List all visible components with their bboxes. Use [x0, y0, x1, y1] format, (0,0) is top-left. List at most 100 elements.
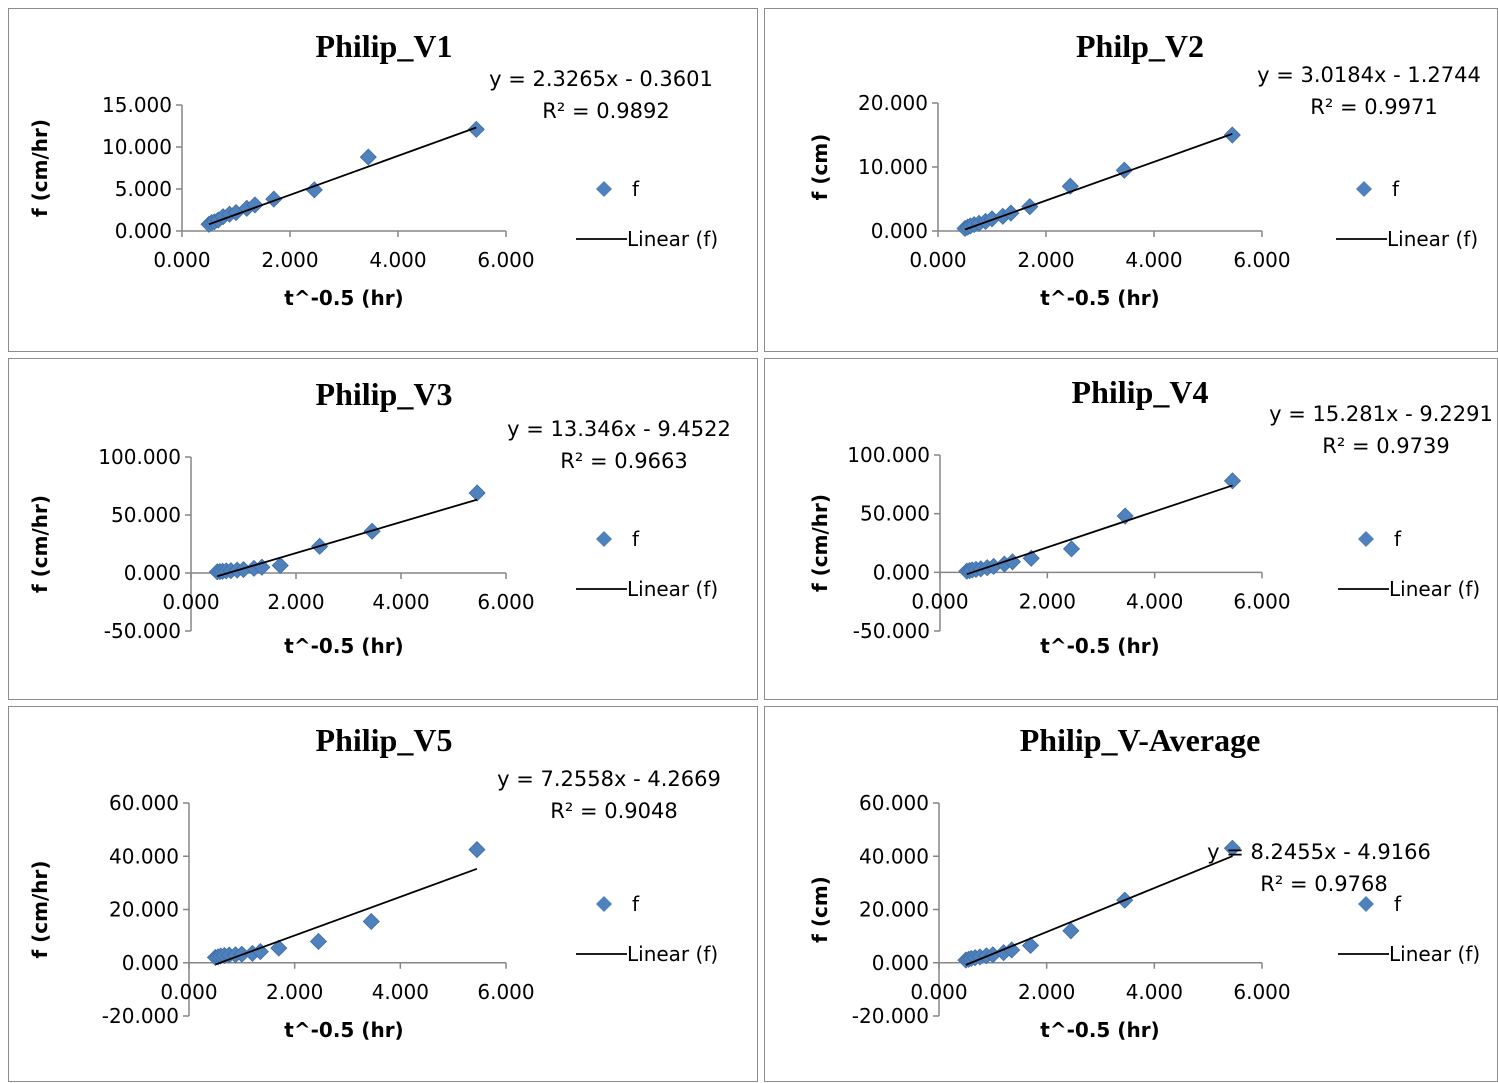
data-point — [309, 932, 328, 951]
legend-trend-label: Linear (f) — [1387, 227, 1478, 251]
x-axis-label: t^-0.5 (hr) — [284, 286, 403, 310]
data-point — [1003, 941, 1021, 959]
r-squared: R² = 0.9971 — [1310, 95, 1437, 119]
x-tick-label: 6.000 — [1233, 589, 1290, 613]
legend-series-label: f — [1394, 892, 1402, 916]
y-tick-label: 40.000 — [859, 844, 929, 868]
data-point — [1021, 936, 1040, 955]
data-point — [270, 939, 288, 957]
y-tick-label: 5.000 — [115, 177, 172, 201]
chart-svg: Philip_V-Average-20.0000.00020.00040.000… — [808, 722, 1480, 1042]
x-tick-label: 4.000 — [372, 980, 429, 1004]
data-point — [468, 484, 486, 502]
legend-marker — [596, 181, 612, 197]
x-axis-label: t^-0.5 (hr) — [284, 1018, 403, 1042]
x-tick-label: 2.000 — [266, 980, 323, 1004]
y-axis-label: f (cm) — [808, 134, 832, 201]
legend-marker — [1358, 896, 1374, 912]
x-tick-label: 4.000 — [369, 248, 426, 272]
legend-series-label: f — [1394, 527, 1402, 551]
data-point — [362, 912, 380, 931]
trendline — [208, 126, 477, 226]
data-point — [359, 148, 377, 166]
y-tick-label: 60.000 — [859, 791, 929, 815]
data-point — [271, 556, 289, 575]
chart-panel-4: Philip_V4 -50.000 0.000 50.000 100.000 0.000 2… — [764, 358, 1498, 700]
x-tick-label: 0.000 — [160, 980, 217, 1004]
x-axis-label: t^-0.5 (hr) — [1040, 286, 1159, 310]
y-tick-label: 20.000 — [109, 898, 179, 922]
chart-panel-1: Philip_V1 0.000 5.000 10.000 15.000 0.000 2.00… — [8, 8, 758, 352]
chart-title: Philip_V3 — [316, 376, 453, 412]
x-tick-label: 2.000 — [261, 248, 318, 272]
chart-panel-5: Philip_V5 -20.000 0.000 20.000 40.000 60.000 0… — [8, 706, 758, 1082]
legend-series-label: f — [632, 527, 640, 551]
y-tick-label: 0.000 — [871, 219, 928, 243]
data-point — [1223, 472, 1242, 490]
legend-marker — [596, 531, 612, 547]
data-point — [1223, 126, 1241, 144]
y-tick-label: 0.000 — [115, 219, 172, 243]
x-tick-label: 2.000 — [1017, 248, 1074, 272]
trendline-equation: y = 15.281x - 9.2291 — [1269, 402, 1493, 426]
chart-title: Philip_V4 — [1072, 374, 1209, 410]
legend-trend-label: Linear (f) — [1389, 942, 1480, 966]
trendline-equation: y = 7.2558x - 4.2669 — [497, 767, 721, 791]
legend-trend-label: Linear (f) — [627, 227, 718, 251]
y-tick-label: 40.000 — [109, 844, 179, 868]
y-axis-label: f (cm) — [808, 876, 832, 943]
r-squared: R² = 0.9892 — [542, 99, 669, 123]
r-squared: R² = 0.9663 — [560, 449, 687, 473]
x-tick-label: 6.000 — [477, 590, 534, 614]
legend-trend-label: Linear (f) — [627, 942, 718, 966]
y-tick-label: 0.000 — [122, 951, 179, 975]
y-tick-label: -50.000 — [853, 619, 930, 643]
x-tick-label: 0.000 — [910, 980, 967, 1004]
y-tick-label: 20.000 — [858, 91, 928, 115]
chart-title: Philip_V5 — [316, 722, 453, 758]
legend-marker — [596, 896, 612, 912]
chart-panel-6: Philip_V-Average -20.000 0.000 20.000 40.000… — [764, 706, 1498, 1082]
trendline-equation: y = 3.0184x - 1.2744 — [1257, 63, 1481, 87]
y-axis-label: f (cm/hr) — [28, 495, 52, 593]
legend-series-label: f — [632, 177, 640, 201]
chart-svg: Philip_V3 -50.000 0.000 50.000 100.000 0.000 2… — [28, 376, 731, 658]
x-tick-label: 0.000 — [153, 248, 210, 272]
x-tick-label: 2.000 — [1018, 980, 1075, 1004]
y-tick-label: 10.000 — [858, 155, 928, 179]
trendline-equation: y = 8.2455x - 4.9166 — [1207, 840, 1431, 864]
x-tick-label: 2.000 — [1019, 589, 1076, 613]
r-squared: R² = 0.9048 — [550, 799, 677, 823]
x-tick-label: 6.000 — [477, 980, 534, 1004]
x-tick-label: 6.000 — [477, 248, 534, 272]
data-point — [467, 120, 485, 138]
x-tick-label: 6.000 — [1233, 248, 1290, 272]
x-tick-label: 2.000 — [267, 590, 324, 614]
y-tick-label: 60.000 — [109, 791, 179, 815]
r-squared: R² = 0.9768 — [1260, 872, 1387, 896]
data-point — [251, 943, 269, 961]
trendline — [964, 133, 1233, 231]
x-axis-label: t^-0.5 (hr) — [1040, 1018, 1159, 1042]
data-point — [1062, 540, 1081, 558]
x-tick-label: 0.000 — [909, 248, 966, 272]
x-tick-label: 0.000 — [162, 590, 219, 614]
y-tick-label: 50.000 — [860, 502, 930, 526]
trendline — [965, 855, 1233, 966]
x-tick-label: 0.000 — [911, 589, 968, 613]
y-tick-label: -20.000 — [102, 1004, 179, 1028]
x-tick-label: 4.000 — [1126, 589, 1183, 613]
x-axis-label: t^-0.5 (hr) — [284, 634, 403, 658]
y-tick-label: 100.000 — [98, 445, 181, 469]
y-tick-label: 100.000 — [847, 443, 930, 467]
legend-series-label: f — [1392, 177, 1400, 201]
trendline — [966, 484, 1233, 576]
chart-panel-3: Philip_V3 -50.000 0.000 50.000 100.000 0.000 2… — [8, 358, 758, 700]
y-tick-label: -50.000 — [104, 619, 181, 643]
chart-title: Philip_V1 — [316, 28, 453, 64]
r-squared: R² = 0.9739 — [1322, 434, 1449, 458]
y-tick-label: 0.000 — [873, 560, 930, 584]
chart-panel-2: Philp_V2 0.000 10.000 20.000 0.000 2.000 4.000… — [764, 8, 1498, 352]
x-tick-label: 4.000 — [372, 590, 429, 614]
